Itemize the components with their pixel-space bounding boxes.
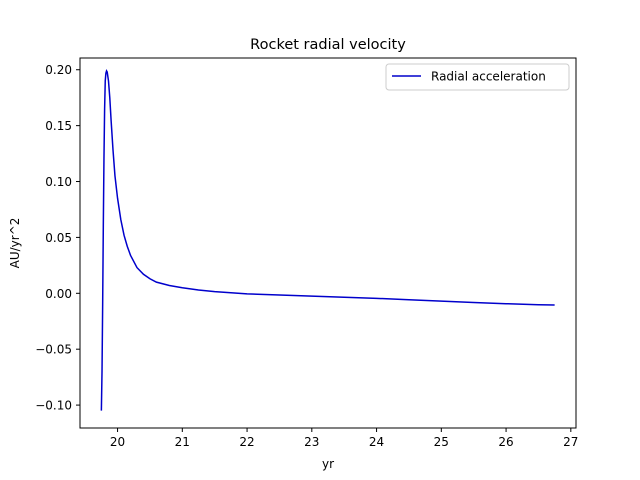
legend-box [385,63,570,91]
x-tick-label: 23 [304,435,319,449]
y-tick-label: −0.10 [35,399,72,413]
legend-label: Radial acceleration [431,70,546,84]
legend: Radial acceleration [385,63,570,91]
x-tick-label: 20 [110,435,125,449]
y-axis-ticks: −0.10 −0.05 0.00 0.05 0.10 0.15 0.20 [35,63,80,413]
y-tick-label: 0.10 [45,175,72,189]
x-axis-ticks: 20 21 22 23 24 25 26 27 [110,428,578,449]
x-tick-label: 27 [563,435,578,449]
x-tick-label: 24 [369,435,384,449]
plot-area [79,57,577,429]
chart-title: Rocket radial velocity [250,37,406,53]
y-tick-label: 0.15 [45,119,72,133]
x-tick-label: 21 [175,435,190,449]
axes-frame [79,57,577,429]
y-tick-label: 0.00 [45,287,72,301]
y-tick-label: −0.05 [35,343,72,357]
x-tick-label: 26 [498,435,513,449]
x-tick-label: 25 [434,435,449,449]
radial-acceleration-line [100,68,555,411]
x-axis-label: yr [322,457,334,471]
y-tick-label: 0.05 [45,231,72,245]
y-axis-label: AU/yr^2 [8,218,22,269]
x-tick-label: 22 [239,435,254,449]
axes-background [80,58,576,428]
y-tick-label: 0.20 [45,63,72,77]
